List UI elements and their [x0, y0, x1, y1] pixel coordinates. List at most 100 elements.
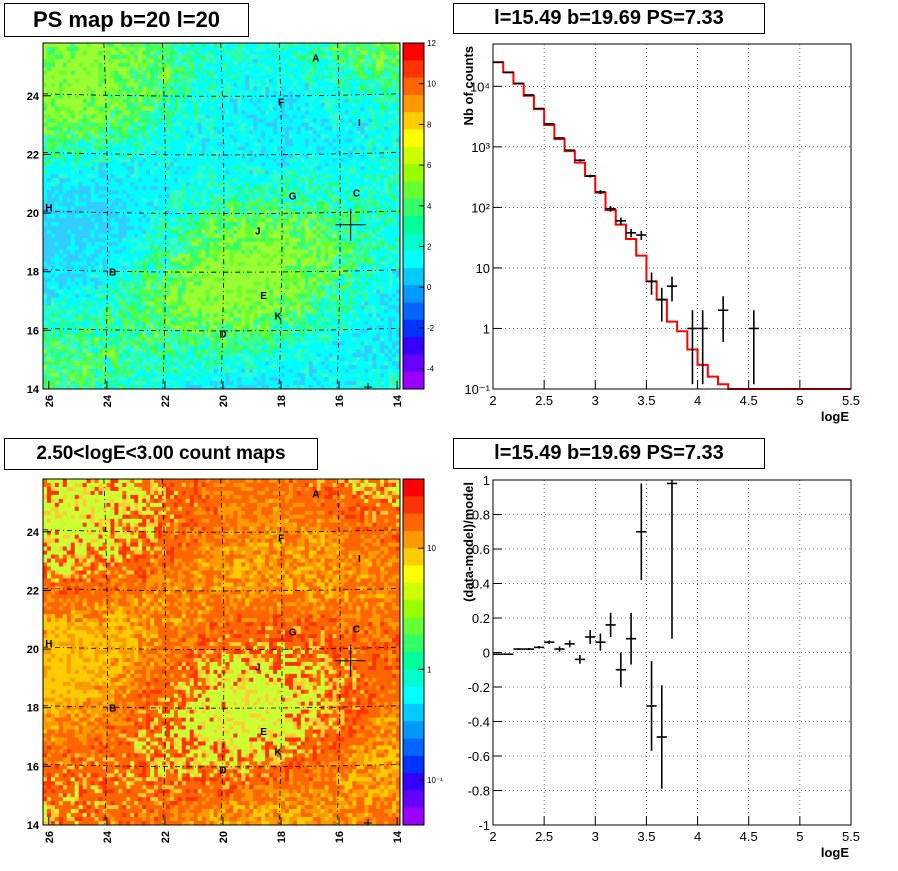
heatmap-cell — [269, 214, 274, 219]
heatmap-cell — [46, 221, 52, 227]
heatmap-cell — [90, 229, 95, 235]
heatmap-cell — [296, 106, 302, 112]
heatmap-cell — [277, 98, 282, 104]
heatmap-cell — [165, 166, 171, 171]
heatmap-cell — [388, 217, 393, 223]
heatmap-cell — [50, 225, 56, 231]
heatmap-cell — [281, 130, 286, 135]
heatmap-cell — [90, 221, 95, 227]
heatmap-cell — [54, 70, 60, 76]
heatmap-cell — [245, 78, 250, 84]
heatmap-cell — [261, 229, 266, 235]
heatmap-cell — [158, 102, 163, 108]
heatmap-cell — [110, 130, 115, 135]
heatmap-cell — [221, 98, 226, 104]
heatmap-cell — [348, 206, 353, 211]
heatmap-cell — [46, 245, 52, 251]
heatmap-cell — [134, 134, 139, 139]
heatmap-cell — [277, 58, 282, 64]
heatmap-cell — [269, 58, 274, 64]
heatmap-cell — [237, 74, 242, 80]
heatmap-cell — [360, 241, 365, 247]
heatmap-cell — [114, 210, 119, 215]
heatmap-cell — [150, 82, 155, 88]
heatmap-cell — [245, 150, 250, 155]
heatmap-cell — [308, 178, 314, 183]
heatmap-cell — [257, 245, 262, 251]
heatmap-cell — [332, 214, 337, 219]
heatmap-cell — [261, 114, 266, 119]
heatmap-cell — [46, 126, 52, 131]
heatmap-cell — [209, 62, 214, 68]
heatmap-cell — [261, 249, 266, 255]
heatmap-cell — [257, 78, 262, 84]
heatmap-cell — [229, 86, 234, 92]
heatmap-cell — [98, 261, 103, 267]
heatmap-cell — [201, 62, 207, 68]
heatmap-cell — [308, 90, 314, 96]
heatmap-cell — [185, 114, 191, 119]
heatmap-cell — [102, 214, 107, 219]
heatmap-cell — [237, 154, 242, 159]
heatmap-cell — [185, 249, 191, 255]
heatmap-cell — [356, 118, 361, 123]
heatmap-cell — [50, 122, 56, 127]
heatmap-cell — [396, 229, 401, 235]
heatmap-cell — [118, 261, 123, 267]
heatmap-cell — [169, 138, 175, 143]
ps-map-heatmap — [43, 43, 401, 390]
heatmap-cell — [185, 110, 191, 115]
heatmap-cell — [277, 174, 282, 179]
heatmap-cell — [169, 106, 175, 112]
heatmap-cell — [233, 214, 238, 219]
heatmap-cell — [340, 66, 345, 72]
heatmap-cell — [348, 114, 353, 119]
heatmap-cell — [380, 202, 385, 207]
heatmap-cell — [388, 126, 393, 131]
heatmap-cell — [165, 58, 171, 64]
heatmap-cell — [146, 202, 151, 207]
heatmap-cell — [50, 245, 56, 251]
heatmap-cell — [173, 158, 179, 163]
heatmap-cell — [126, 106, 131, 112]
heatmap-cell — [54, 253, 60, 259]
heatmap-cell — [348, 150, 353, 155]
heatmap-cell — [308, 166, 314, 171]
heatmap-cell — [332, 178, 337, 183]
heatmap-cell — [372, 102, 377, 108]
heatmap-cell — [328, 74, 333, 80]
heatmap-cell — [50, 261, 56, 267]
heatmap-cell — [265, 110, 270, 115]
heatmap-cell — [273, 150, 278, 155]
heatmap-cell — [332, 94, 337, 100]
heatmap-cell — [43, 178, 48, 183]
heatmap-cell — [86, 98, 91, 104]
heatmap-cell — [336, 178, 341, 183]
heatmap-cell — [300, 78, 306, 84]
heatmap-cell — [332, 162, 337, 167]
heatmap-cell — [229, 170, 234, 175]
heatmap-cell — [360, 210, 365, 215]
heatmap-cell — [43, 221, 48, 227]
heatmap-cell — [162, 82, 167, 88]
heatmap-cell — [43, 114, 48, 119]
heatmap-cell — [173, 249, 179, 255]
heatmap-cell — [209, 110, 214, 115]
heatmap-cell — [324, 241, 329, 247]
heatmap-cell — [201, 229, 207, 235]
heatmap-cell — [130, 237, 135, 243]
heatmap-cell — [54, 146, 60, 151]
heatmap-cell — [308, 150, 314, 155]
heatmap-cell — [90, 245, 95, 251]
heatmap-cell — [288, 43, 294, 48]
heatmap-cell — [154, 182, 159, 187]
heatmap-cell — [253, 249, 258, 255]
heatmap-cell — [205, 221, 210, 227]
heatmap-cell — [114, 241, 119, 247]
heatmap-cell — [58, 134, 64, 139]
heatmap-cell — [114, 206, 119, 211]
heatmap-cell — [368, 166, 373, 171]
heatmap-cell — [50, 174, 56, 179]
heatmap-cell — [106, 110, 111, 115]
heatmap-cell — [205, 249, 210, 255]
